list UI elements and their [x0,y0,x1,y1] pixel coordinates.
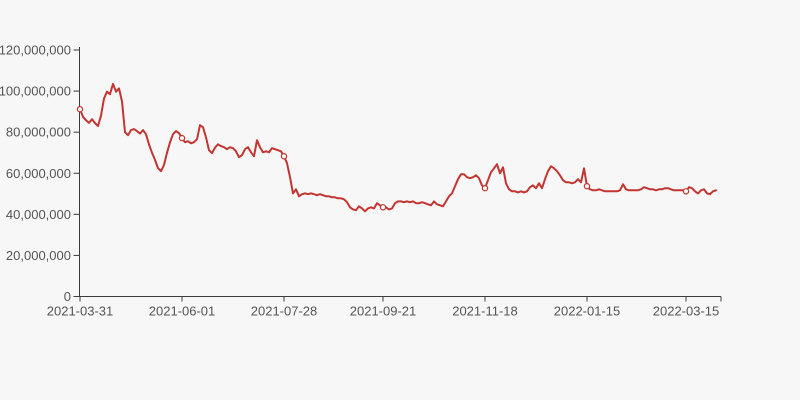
data-point-marker [76,105,84,113]
y-axis-tick-label: 40,000,000 [6,207,71,222]
data-point-marker [280,152,288,160]
y-axis-tick-label: 80,000,000 [6,125,71,140]
x-axis-tick-label: 2022-01-15 [554,304,621,319]
data-point-marker [481,184,489,192]
data-point-marker [682,188,690,195]
data-point-marker [178,134,186,142]
x-axis-tick-label: 2022-03-15 [653,304,720,319]
x-axis-tick-label: 2021-07-28 [251,304,318,319]
y-axis-tick-label: 100,000,000 [0,84,71,99]
x-axis-tick-label: 2021-09-21 [350,304,417,319]
y-axis-tick-label: 20,000,000 [6,248,71,263]
data-point-marker [379,204,387,211]
value-trend-line [79,82,717,213]
x-axis-tick-label: 2021-06-01 [149,304,216,319]
y-axis-tick-label: 60,000,000 [6,166,71,181]
y-axis-tick-label: 0 [64,289,71,304]
x-axis-tick-label: 2021-11-18 [452,304,518,319]
data-point-marker [583,182,591,190]
y-axis-tick-label: 120,000,000 [0,43,71,58]
x-axis-tick-label: 2021-03-31 [47,304,114,319]
